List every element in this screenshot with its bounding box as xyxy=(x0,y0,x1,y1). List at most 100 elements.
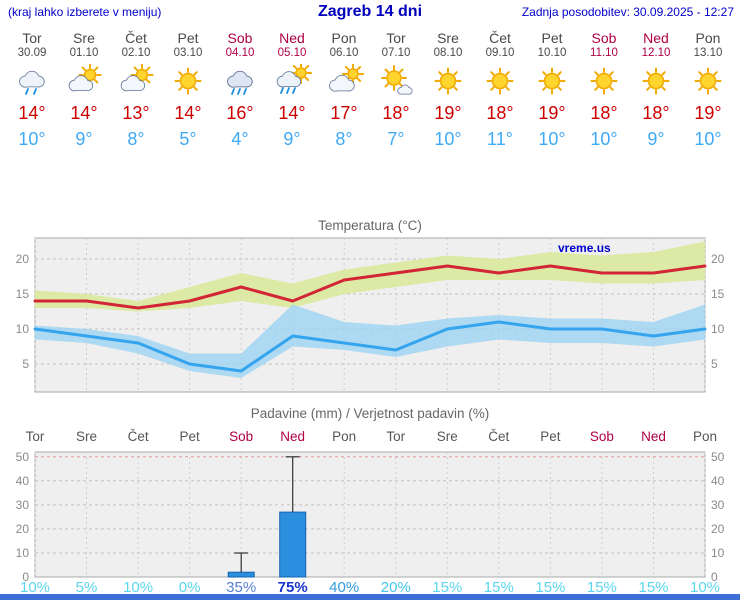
svg-text:10: 10 xyxy=(711,546,725,560)
sun-cloud-icon xyxy=(110,64,162,100)
day-max-temp: 14° xyxy=(278,103,306,123)
precip-day-label: Ned xyxy=(641,429,666,444)
svg-text:5: 5 xyxy=(22,357,29,371)
svg-text:40: 40 xyxy=(16,474,30,488)
day-max-temp: 19° xyxy=(434,103,462,123)
day-date: 12.10 xyxy=(641,47,671,59)
precip-day-label: Ned xyxy=(280,429,306,444)
day-min-temp: 4° xyxy=(231,129,249,149)
svg-text:50: 50 xyxy=(16,450,30,464)
day-date: 01.10 xyxy=(69,47,99,59)
day-column: Sre 01.10 14° 9° xyxy=(58,31,110,150)
day-name: Sob xyxy=(227,30,253,46)
day-max-temp: 19° xyxy=(538,103,566,123)
svg-text:30: 30 xyxy=(711,498,725,512)
day-column: Ned 12.10 18° 9° xyxy=(630,31,682,150)
day-date: 13.10 xyxy=(693,47,723,59)
day-name: Pon xyxy=(331,30,357,46)
svg-text:15: 15 xyxy=(711,287,725,301)
day-date: 03.10 xyxy=(173,47,203,59)
day-min-temp: 8° xyxy=(335,129,353,149)
day-min-temp: 10° xyxy=(538,129,566,149)
cloud-sun-icon xyxy=(318,64,370,100)
sun-icon xyxy=(162,64,214,100)
day-date: 02.10 xyxy=(121,47,151,59)
svg-text:40: 40 xyxy=(711,474,725,488)
precip-probability-label: 20% xyxy=(380,579,411,596)
precip-day-label: Sob xyxy=(589,429,614,444)
precip-day-label: Sob xyxy=(229,429,254,444)
day-min-temp: 11° xyxy=(487,129,513,149)
precip-probability-label: 5% xyxy=(75,579,98,596)
day-min-temp: 10° xyxy=(590,129,618,149)
sun-icon xyxy=(682,64,734,100)
svg-text:10: 10 xyxy=(16,546,30,560)
day-date: 05.10 xyxy=(277,47,307,59)
day-name: Ned xyxy=(279,30,305,46)
rain-icon xyxy=(214,64,266,100)
day-date: 09.10 xyxy=(485,47,515,59)
svg-text:10: 10 xyxy=(711,322,725,336)
precip-probability-label: 10% xyxy=(19,579,51,596)
day-column: Čet 02.10 13° 8° xyxy=(110,31,162,150)
svg-text:30: 30 xyxy=(16,498,30,512)
day-name: Sob xyxy=(591,30,617,46)
precip-day-label: Sre xyxy=(75,429,97,444)
day-name: Pon xyxy=(695,30,721,46)
svg-text:0: 0 xyxy=(22,570,29,584)
precipitation-chart-title: Padavine (mm) / Verjetnost padavin (%) xyxy=(250,406,490,421)
precip-day-label: Tor xyxy=(386,429,406,444)
day-min-temp: 7° xyxy=(387,129,405,149)
temperature-chart: 5 5 10 10 15 15 20 20 vreme.us xyxy=(16,237,725,393)
day-name: Tor xyxy=(386,30,406,46)
precip-probability-label: 15% xyxy=(638,579,669,596)
day-max-temp: 18° xyxy=(642,103,670,123)
day-column: Pet 03.10 14° 5° xyxy=(162,31,214,150)
precipitation-chart: 0 0 10 10 20 20 30 30 40 40 50 50 xyxy=(16,450,725,584)
precip-bar xyxy=(227,571,255,578)
forecast-strip: Tor 30.09 14° 10° Sre 01.10 14° 9° Čet 02.10 13° 8°… xyxy=(0,31,740,150)
day-column: Pon 13.10 19° 10° xyxy=(682,31,734,150)
last-update: Zadnja posodobitev: 30.09.2025 - 12:27 xyxy=(521,5,734,19)
day-max-temp: 19° xyxy=(694,103,722,123)
day-name: Sre xyxy=(73,30,95,46)
precip-day-label: Tor xyxy=(25,429,45,444)
precip-probability-label: 10% xyxy=(689,579,721,596)
day-date: 11.10 xyxy=(590,47,618,59)
svg-text:20: 20 xyxy=(711,252,725,266)
day-date: 08.10 xyxy=(433,47,463,59)
day-date: 04.10 xyxy=(225,47,255,59)
precip-probability-label: 10% xyxy=(123,579,154,596)
day-min-temp: 10° xyxy=(434,129,462,149)
precip-day-label: Čet xyxy=(488,429,510,444)
sun-cloud-icon xyxy=(58,64,110,100)
day-name: Čet xyxy=(125,30,147,46)
sun-icon xyxy=(578,64,630,100)
svg-text:20: 20 xyxy=(16,522,30,536)
day-column: Pon 06.10 17° 8° xyxy=(318,31,370,150)
day-date: 06.10 xyxy=(329,47,359,59)
svg-text:0: 0 xyxy=(711,570,718,584)
day-min-temp: 8° xyxy=(127,129,145,149)
sun-small-cloud-icon xyxy=(370,64,422,100)
precip-probability-label: 15% xyxy=(586,579,617,596)
precip-probability-label: 40% xyxy=(329,579,360,596)
sun-rain-icon xyxy=(266,64,318,100)
day-min-temp: 9° xyxy=(647,129,665,149)
precip-day-label: Čet xyxy=(127,429,149,444)
precipitation-probability-row: 10% 5% 10% 0% 35% 75% 40% 20% 15% 15% 15% 15% 15% 10% xyxy=(0,579,740,596)
precip-probability-label: 15% xyxy=(483,579,514,596)
svg-text:50: 50 xyxy=(711,450,725,464)
precip-bar xyxy=(279,511,307,578)
day-column: Tor 07.10 18° 7° xyxy=(370,31,422,150)
day-name: Pet xyxy=(541,30,563,46)
day-name: Pet xyxy=(177,30,199,46)
day-column: Pet 10.10 19° 10° xyxy=(526,31,578,150)
precip-probability-label: 75% xyxy=(277,579,308,596)
menu-hint: (kraj lahko izberete v meniju) xyxy=(8,5,162,19)
sun-icon xyxy=(526,64,578,100)
day-max-temp: 14° xyxy=(70,103,98,123)
day-date: 30.09 xyxy=(17,47,47,59)
day-column: Sre 08.10 19° 10° xyxy=(422,31,474,150)
